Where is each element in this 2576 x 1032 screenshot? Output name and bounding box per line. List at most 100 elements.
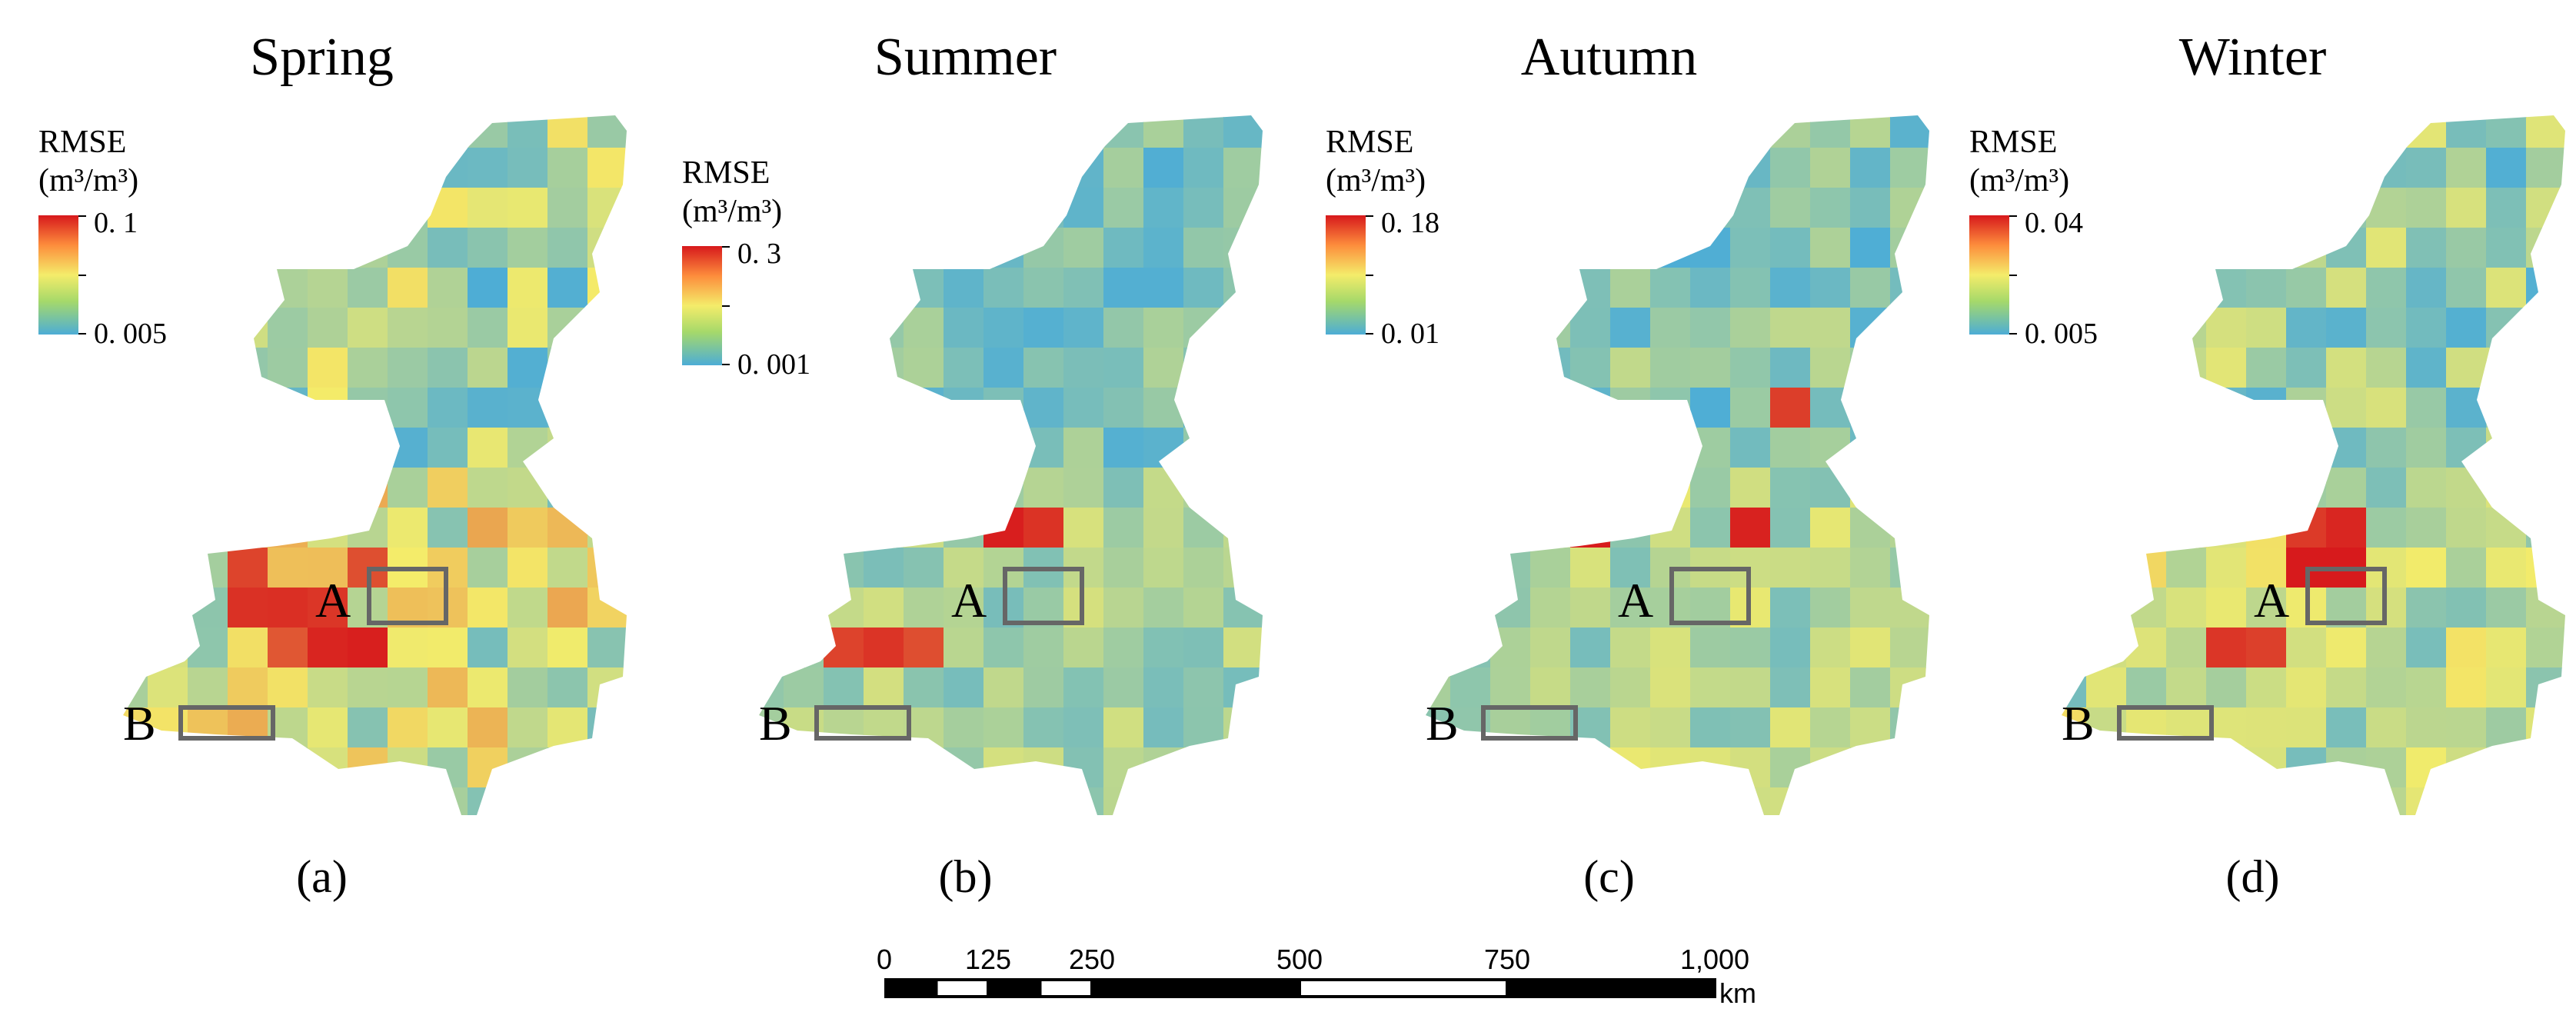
- raster-cell: [864, 827, 904, 846]
- raster-cell: [228, 548, 268, 588]
- raster-cell: [1890, 707, 1929, 748]
- raster-cell: [944, 388, 984, 428]
- raster-cell: [1103, 188, 1144, 228]
- raster-cell: [308, 588, 348, 628]
- raster-cell: [587, 588, 627, 628]
- raster-cell: [1610, 468, 1651, 508]
- raster-cell: [348, 508, 388, 548]
- raster-cell: [1530, 588, 1571, 628]
- raster-cell: [1103, 428, 1144, 468]
- raster-cell: [1063, 348, 1104, 388]
- raster-cell: [2166, 428, 2207, 468]
- raster-cell: [1183, 667, 1224, 708]
- raster-cell: [508, 628, 548, 668]
- raster-cell: [468, 747, 508, 788]
- raster-cell: [348, 827, 388, 846]
- raster-cell: [348, 747, 388, 788]
- raster-cell: [2086, 148, 2127, 188]
- raster-cell: [983, 388, 1024, 428]
- raster-cell: [2406, 707, 2447, 748]
- raster-cell: [864, 268, 904, 308]
- raster-cell: [944, 707, 984, 748]
- raster-cell: [2526, 188, 2565, 228]
- raster-cell: [784, 308, 824, 348]
- raster-cell: [2246, 707, 2287, 748]
- raster-cell: [784, 468, 824, 508]
- raster-cell: [864, 428, 904, 468]
- raster-cell: [587, 787, 627, 815]
- raster-cell: [2206, 588, 2247, 628]
- raster-cell: [944, 308, 984, 348]
- raster-cell: [1730, 428, 1771, 468]
- raster-cell: [268, 588, 308, 628]
- rmse-map: AB: [2062, 115, 2576, 846]
- raster-cell: [1530, 388, 1571, 428]
- scale-bar-graphic: [884, 978, 1716, 998]
- raster-cell: [784, 188, 824, 228]
- raster-cell: [1650, 148, 1691, 188]
- raster-cell: [1650, 707, 1691, 748]
- raster-cell: [2566, 428, 2576, 468]
- legend-tick: [722, 364, 730, 365]
- raster-cell: [228, 468, 268, 508]
- raster-cell: [2366, 428, 2407, 468]
- raster-cell: [2206, 148, 2247, 188]
- raster-cell: [468, 308, 508, 348]
- raster-cell: [1183, 115, 1224, 148]
- raster-cell: [2486, 548, 2527, 588]
- raster-cell: [2566, 787, 2576, 828]
- raster-cell: [468, 787, 508, 815]
- raster-cell: [1690, 667, 1731, 708]
- raster-cell: [1063, 428, 1104, 468]
- raster-cell: [1610, 667, 1651, 708]
- raster-cell: [2406, 188, 2447, 228]
- raster-cell: [2326, 348, 2367, 388]
- raster-cell: [944, 115, 984, 148]
- raster-cell: [1690, 228, 1731, 268]
- raster-cell: [2406, 148, 2447, 188]
- raster-cell: [2486, 787, 2527, 815]
- raster-cell: [864, 787, 904, 815]
- raster-cell: [2406, 228, 2447, 268]
- raster-cell: [1850, 667, 1891, 708]
- raster-cell: [547, 707, 588, 748]
- raster-cell: [1570, 228, 1611, 268]
- scale-tick-label: 0: [876, 944, 893, 975]
- raster-cell: [904, 268, 944, 308]
- raster-cell: [2446, 148, 2487, 188]
- raster-cell: [308, 747, 348, 788]
- raster-cell: [2566, 667, 2576, 708]
- raster-cell: [2566, 548, 2576, 588]
- rmse-raster: [2062, 115, 2576, 846]
- raster-cell: [2406, 667, 2447, 708]
- raster-cell: [148, 268, 188, 308]
- raster-cell: [1730, 115, 1771, 148]
- raster-cell: [2326, 148, 2367, 188]
- raster-cell: [1426, 747, 1451, 788]
- raster-cell: [2486, 148, 2527, 188]
- raster-cell: [348, 667, 388, 708]
- raster-cell: [268, 667, 308, 708]
- raster-cell: [1610, 508, 1651, 548]
- raster-cell: [2566, 308, 2576, 348]
- raster-cell: [388, 348, 428, 388]
- raster-cell: [468, 508, 508, 548]
- raster-cell: [1410, 827, 1451, 846]
- raster-cell: [1810, 827, 1851, 846]
- raster-cell: [547, 508, 588, 548]
- raster-cell: [1690, 268, 1731, 308]
- raster-cell: [2062, 548, 2087, 588]
- raster-cell: [1650, 268, 1691, 308]
- raster-cell: [1690, 508, 1731, 548]
- raster-cell: [2566, 588, 2576, 628]
- raster-cell: [824, 707, 864, 748]
- rmse-raster: [123, 115, 627, 846]
- raster-cell: [188, 468, 228, 508]
- raster-cell: [1183, 468, 1224, 508]
- raster-cell: [2286, 827, 2327, 846]
- raster-cell: [428, 115, 468, 148]
- raster-cell: [1650, 115, 1691, 148]
- raster-cell: [759, 468, 784, 508]
- raster-cell: [1810, 348, 1851, 388]
- raster-cell: [308, 707, 348, 748]
